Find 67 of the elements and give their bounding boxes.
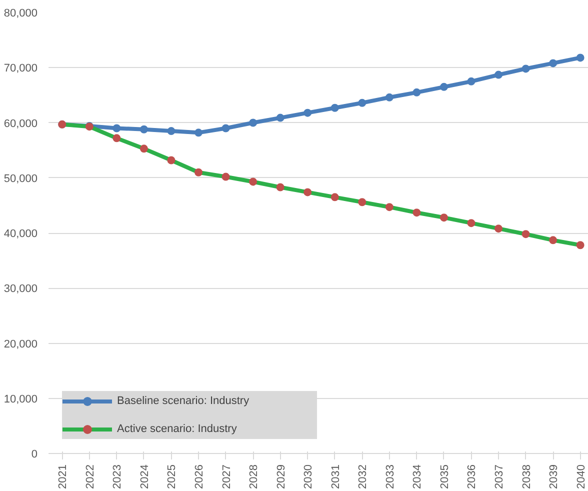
x-tick-label: 2037 [494, 464, 506, 489]
point [494, 224, 502, 233]
x-tick-label: 2028 [248, 464, 260, 489]
point [167, 127, 176, 136]
point [222, 124, 230, 132]
point [304, 108, 312, 117]
point [194, 168, 202, 176]
y-tick-label: 40,000 [4, 228, 38, 240]
legend-label: Active scenario: Industry [117, 423, 238, 435]
x-tick-label: 2023 [112, 464, 124, 489]
y-tick-label: 30,000 [4, 283, 38, 296]
point [385, 203, 394, 212]
y-tick-label: 10,000 [4, 393, 38, 406]
point [440, 214, 448, 222]
y-tick-label: 20,000 [4, 338, 38, 350]
x-tick-label: 2033 [384, 464, 396, 489]
x-tick-label: 2024 [138, 464, 151, 489]
x-tick-label: 2035 [438, 464, 451, 489]
point [222, 172, 230, 181]
point [330, 193, 339, 202]
point [549, 59, 558, 68]
point [576, 54, 584, 62]
point [494, 70, 502, 79]
x-tick-label: 2034 [412, 464, 424, 489]
y-tick-label: 70,000 [4, 62, 38, 75]
point [276, 114, 284, 122]
point [385, 93, 394, 102]
point [412, 88, 421, 96]
x-tick-label: 2027 [220, 464, 233, 489]
x-tick-label: 2032 [357, 464, 370, 489]
y-tick-label: 50,000 [4, 172, 38, 185]
point [412, 208, 421, 217]
point [522, 230, 530, 238]
point [112, 124, 121, 132]
x-tick-label: 2040 [575, 464, 588, 489]
x-tick-label: 2022 [84, 464, 96, 489]
point [467, 77, 476, 86]
point [358, 98, 366, 107]
point [576, 241, 584, 250]
point [467, 219, 476, 228]
x-tick-label: 2036 [466, 464, 478, 489]
point [249, 118, 258, 127]
x-tick-label: 2030 [302, 464, 315, 489]
point [358, 198, 366, 206]
point [167, 156, 176, 164]
y-tick-label: 0 [31, 448, 38, 460]
x-tick-label: 2029 [275, 464, 288, 489]
x-tick-label: 2026 [194, 464, 206, 489]
point [549, 236, 558, 244]
point [304, 188, 312, 196]
point [194, 128, 202, 137]
point [140, 125, 148, 134]
point [330, 104, 339, 112]
point [440, 82, 448, 91]
y-tick-label: 80,000 [4, 8, 38, 20]
x-tick-label: 2025 [166, 464, 178, 489]
legend-label: Baseline scenario: Industry [117, 395, 250, 407]
y-tick-label: 60,000 [4, 118, 38, 130]
x-tick-label: 2031 [330, 464, 342, 489]
x-tick-label: 2038 [520, 464, 533, 489]
point [112, 134, 121, 142]
point [522, 64, 530, 73]
point [249, 178, 258, 186]
x-tick-label: 2021 [57, 464, 70, 489]
x-tick-label: 2039 [548, 464, 560, 489]
point [140, 144, 148, 153]
point [276, 183, 284, 192]
